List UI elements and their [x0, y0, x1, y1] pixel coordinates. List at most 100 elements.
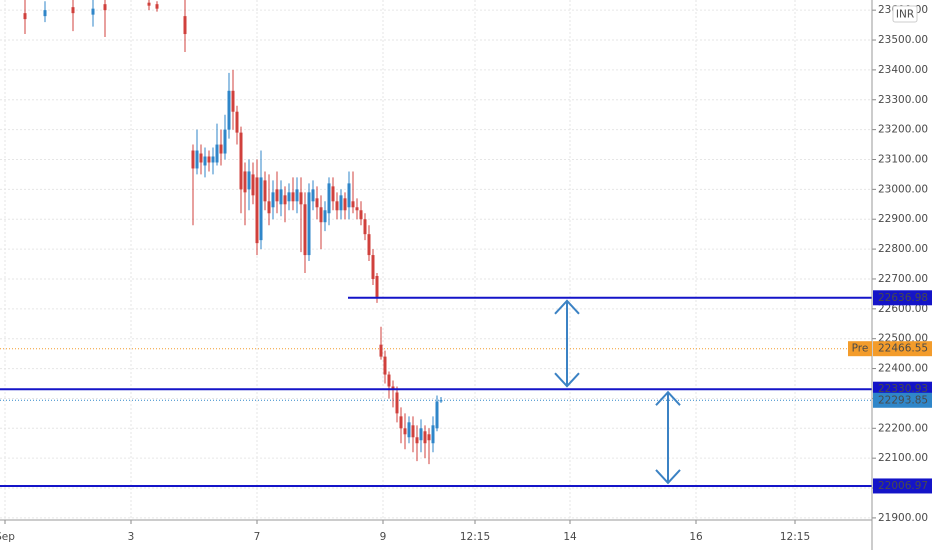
last-price-label-box [873, 392, 932, 408]
candle-body [183, 16, 187, 35]
x-tick-label: 12:15 [460, 531, 490, 543]
pre-market-label-text: 22466.55 [878, 343, 928, 355]
y-tick-label: 21900.00 [878, 512, 928, 524]
y-tick-label: 22400.00 [878, 363, 928, 375]
candle-body [327, 183, 331, 214]
candle-body [259, 177, 263, 241]
currency-box [892, 5, 918, 23]
candle-body [391, 386, 395, 390]
pre-market-tag [848, 341, 872, 357]
y-tick-label: 23000.00 [878, 183, 928, 195]
pre-market-tag-text: Pre [852, 343, 869, 355]
candle-body [343, 198, 347, 211]
candle-body [379, 344, 383, 357]
x-tick-label: 9 [380, 531, 387, 543]
candle-body [307, 192, 311, 256]
candle-body [423, 431, 427, 444]
candle-body [247, 171, 251, 190]
x-tick-label: 12:15 [780, 531, 810, 543]
candle-body [227, 90, 231, 130]
pre-market-label-box [873, 341, 932, 357]
range-arrow [655, 390, 681, 485]
range-arrow [554, 299, 580, 388]
candle-body [395, 392, 399, 414]
candle-body [243, 171, 247, 193]
candle-body [103, 4, 107, 11]
candle-body [219, 144, 223, 154]
y-tick-label: 22100.00 [878, 452, 928, 464]
candle-body [399, 416, 403, 429]
y-tick-label: 22800.00 [878, 243, 928, 255]
level-label-text: 22330.93 [878, 383, 928, 395]
candle-body [295, 189, 299, 202]
candle-body [339, 195, 343, 211]
candle-body [347, 183, 351, 208]
candle-body [263, 180, 267, 202]
candle-body [231, 90, 235, 112]
level-label-box [873, 290, 932, 306]
y-tick-label: 23100.00 [878, 153, 928, 165]
candle-body [359, 210, 363, 220]
candle-body [415, 437, 419, 444]
candle-body [239, 132, 243, 190]
candle-body [407, 422, 411, 438]
x-tick-label: 7 [254, 531, 261, 543]
currency-label: INR [896, 9, 914, 21]
y-tick-label: 22700.00 [878, 273, 928, 285]
y-tick-label: 23500.00 [878, 34, 928, 46]
y-tick-label: 23400.00 [878, 64, 928, 76]
candle-body [255, 177, 259, 244]
candle-body [299, 192, 303, 205]
candle-body [363, 219, 367, 235]
arrow-shape [655, 390, 681, 485]
candle-body [319, 207, 323, 223]
candle-body [23, 13, 27, 20]
candle-body [351, 201, 355, 208]
candle-body [211, 156, 215, 163]
x-tick-label: 16 [689, 531, 703, 543]
candle-body [383, 356, 387, 375]
candle-body [419, 428, 423, 441]
level-label-text: 22636.98 [878, 292, 928, 304]
candle-body [367, 234, 371, 256]
y-tick-label: 22200.00 [878, 422, 928, 434]
candle-body [311, 189, 315, 202]
candle-body [315, 198, 319, 208]
candle-body [223, 129, 227, 154]
candle-body [43, 10, 47, 17]
candle-body [411, 425, 415, 438]
candle-body [267, 201, 271, 214]
candle-body [251, 174, 255, 196]
candle-body [335, 201, 339, 211]
candle-body [275, 189, 279, 202]
candle-body [147, 2, 151, 6]
candle-body [403, 428, 407, 435]
candle-body [207, 156, 211, 163]
candle-body [71, 7, 75, 14]
y-tick-label: 22600.00 [878, 303, 928, 315]
candle-body [291, 192, 295, 202]
candle-body [279, 189, 283, 205]
candle-body [199, 153, 203, 163]
candle-body [283, 195, 287, 205]
level-label-box [873, 478, 932, 494]
level-label-text: 22006.97 [878, 480, 928, 492]
candle-body [235, 111, 239, 133]
candle-body [435, 401, 439, 429]
candle-body [431, 425, 435, 444]
y-tick-label: 23300.00 [878, 94, 928, 106]
candle-body [427, 434, 431, 441]
candle-body [303, 204, 307, 256]
candle-body [155, 4, 159, 9]
arrow-shape [554, 299, 580, 388]
candle-body [91, 8, 95, 15]
y-tick-label: 22900.00 [878, 213, 928, 225]
candle-body [323, 210, 327, 223]
x-tick-label: 14 [563, 531, 577, 543]
candle-body [355, 207, 359, 211]
candle-body [331, 186, 335, 202]
candle-body [203, 156, 207, 166]
x-tick-label: Sep [0, 531, 15, 543]
